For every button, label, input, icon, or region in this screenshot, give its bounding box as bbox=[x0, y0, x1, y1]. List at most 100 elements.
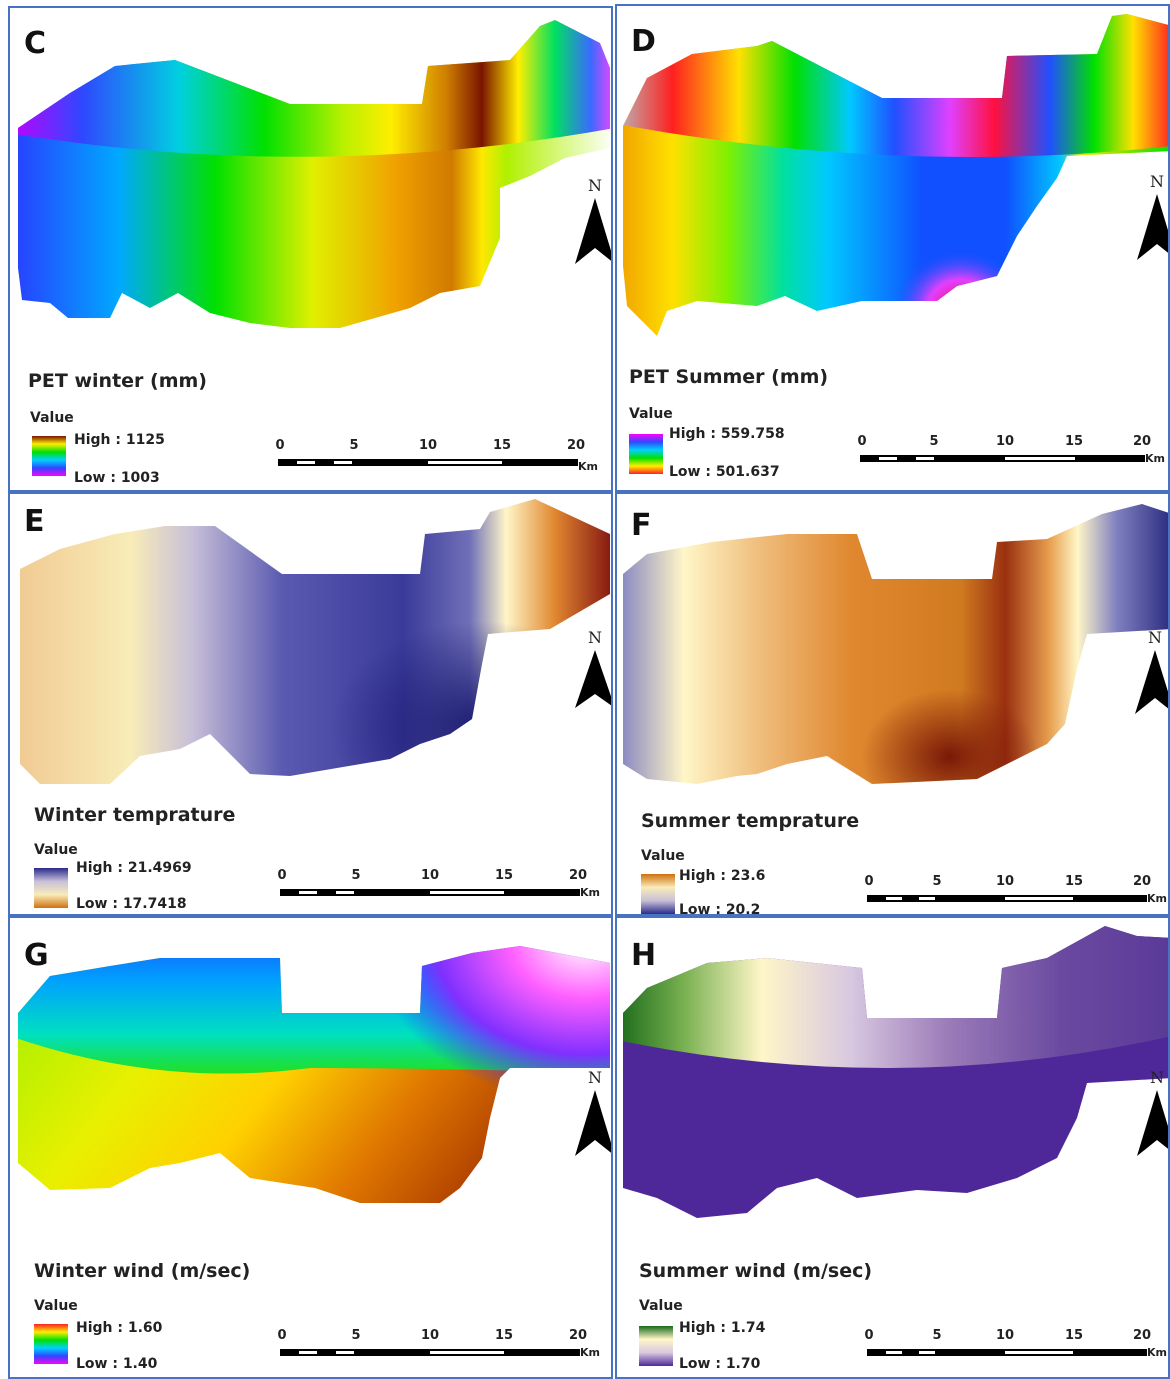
legend-low-label: Low : 1.70 bbox=[679, 1356, 761, 1372]
scale-unit: Km bbox=[578, 460, 598, 473]
north-label: N bbox=[1150, 172, 1164, 191]
legend-low-label: Low : 1.40 bbox=[76, 1356, 158, 1372]
legend-color-ramp bbox=[639, 1326, 673, 1366]
legend-high-label: High : 21.4969 bbox=[76, 860, 192, 876]
scale-tick-label: 5 bbox=[929, 434, 939, 449]
scale-unit: Km bbox=[1147, 892, 1167, 905]
scale-tick-label: 10 bbox=[995, 434, 1015, 449]
panel-letter: C bbox=[24, 26, 47, 61]
scale-tick-label: 5 bbox=[932, 1328, 942, 1343]
legend-value-label: Value bbox=[34, 842, 78, 858]
scale-unit: Km bbox=[1145, 452, 1165, 465]
scale-tick-label: 0 bbox=[275, 438, 285, 453]
legend-high-label: High : 559.758 bbox=[669, 426, 785, 442]
map-title: Winter temprature bbox=[34, 804, 236, 826]
panel-letter: H bbox=[631, 938, 657, 973]
legend-value-label: Value bbox=[641, 848, 685, 864]
legend-color-ramp bbox=[34, 868, 68, 908]
scale-bar: 0 5 10 15 20 Km bbox=[275, 438, 598, 478]
scale-bar: 0 5 10 15 20 Km bbox=[277, 1328, 600, 1368]
scale-tick-label: 20 bbox=[1132, 434, 1152, 449]
map-title: Summer temprature bbox=[641, 810, 860, 832]
legend-high-label: High : 1125 bbox=[74, 432, 165, 448]
map-title: PET Summer (mm) bbox=[629, 366, 829, 388]
map-panel-summer-temperature: F Summer temprature Value High : 23.6 Lo… bbox=[615, 492, 1170, 916]
legend-low-label: Low : 501.637 bbox=[669, 464, 780, 480]
scale-tick-label: 20 bbox=[568, 868, 588, 883]
scale-tick-label: 10 bbox=[420, 868, 440, 883]
scale-unit: Km bbox=[580, 886, 600, 899]
panel-letter: E bbox=[24, 504, 45, 539]
north-arrow-icon: N bbox=[1137, 172, 1168, 262]
scale-tick-label: 15 bbox=[1064, 1328, 1084, 1343]
legend-low-label: Low : 1003 bbox=[74, 470, 160, 486]
map-panel-pet-summer: D PET Summer (mm) Value High : 559.758 L… bbox=[615, 4, 1170, 492]
north-label: N bbox=[588, 176, 602, 195]
panel-letter: G bbox=[24, 938, 49, 973]
scale-tick-label: 10 bbox=[420, 1328, 440, 1343]
scale-tick-label: 20 bbox=[568, 1328, 588, 1343]
map-title: Summer wind (m/sec) bbox=[639, 1260, 873, 1282]
scale-tick-label: 15 bbox=[1064, 434, 1084, 449]
scale-tick-label: 5 bbox=[351, 868, 361, 883]
legend-value-label: Value bbox=[30, 410, 74, 426]
scale-unit: Km bbox=[580, 1346, 600, 1359]
legend-color-ramp bbox=[641, 874, 675, 914]
legend-value-label: Value bbox=[629, 406, 673, 422]
legend-color-ramp bbox=[32, 436, 66, 476]
north-arrow-icon: N bbox=[575, 176, 611, 266]
north-label: N bbox=[1150, 1068, 1164, 1087]
scale-tick-label: 20 bbox=[1132, 874, 1152, 889]
scale-tick-label: 15 bbox=[492, 438, 512, 453]
map-pet-winter bbox=[18, 20, 610, 328]
map-summer-temperature bbox=[623, 504, 1168, 784]
scale-bar: 0 5 10 15 20 Km bbox=[857, 434, 1168, 474]
north-arrow-icon: N bbox=[575, 628, 611, 718]
scale-tick-label: 0 bbox=[864, 1328, 874, 1343]
scale-tick-label: 10 bbox=[418, 438, 438, 453]
scale-tick-label: 20 bbox=[566, 438, 586, 453]
scale-tick-label: 5 bbox=[351, 1328, 361, 1343]
legend-color-ramp bbox=[629, 434, 663, 474]
scale-tick-label: 5 bbox=[349, 438, 359, 453]
scale-tick-label: 0 bbox=[277, 1328, 287, 1343]
scale-tick-label: 10 bbox=[995, 1328, 1015, 1343]
legend-color-ramp bbox=[34, 1324, 68, 1364]
north-arrow-icon: N bbox=[1137, 1068, 1168, 1158]
panel-letter: D bbox=[631, 24, 656, 59]
panel-letter: F bbox=[631, 508, 652, 543]
scale-tick-label: 0 bbox=[277, 868, 287, 883]
north-arrow-icon: N bbox=[575, 1068, 611, 1158]
scale-tick-label: 15 bbox=[1064, 874, 1084, 889]
map-panel-winter-temperature: E Winter temprature Value High : 21.4969… bbox=[8, 492, 613, 916]
north-label: N bbox=[588, 628, 602, 647]
map-winter-temperature bbox=[20, 499, 610, 784]
map-panel-winter-wind: G Winter wind (m/sec) Value High : 1.60 … bbox=[8, 916, 613, 1379]
legend-high-label: High : 23.6 bbox=[679, 868, 766, 884]
map-winter-wind bbox=[18, 946, 610, 1203]
scale-unit: Km bbox=[1147, 1346, 1167, 1359]
map-panel-summer-wind: H Summer wind (m/sec) Value High : 1.74 … bbox=[615, 916, 1170, 1379]
scale-bar: 0 5 10 15 20 Km bbox=[864, 1328, 1168, 1368]
scale-tick-label: 0 bbox=[864, 874, 874, 889]
map-title: Winter wind (m/sec) bbox=[34, 1260, 251, 1282]
scale-tick-label: 0 bbox=[857, 434, 867, 449]
scale-tick-label: 15 bbox=[494, 1328, 514, 1343]
scale-bar: 0 5 10 15 20 Km bbox=[277, 868, 600, 908]
map-panel-pet-winter: C PET winter (mm) Value High : 1125 Low … bbox=[8, 6, 613, 492]
legend-low-label: Low : 20.2 bbox=[679, 902, 761, 916]
scale-tick-label: 20 bbox=[1132, 1328, 1152, 1343]
legend-high-label: High : 1.74 bbox=[679, 1320, 766, 1336]
map-summer-wind bbox=[623, 926, 1168, 1218]
north-label: N bbox=[1148, 628, 1162, 647]
legend-high-label: High : 1.60 bbox=[76, 1320, 163, 1336]
scale-tick-label: 15 bbox=[494, 868, 514, 883]
scale-tick-label: 5 bbox=[932, 874, 942, 889]
legend-value-label: Value bbox=[34, 1298, 78, 1314]
north-arrow-icon: N bbox=[1135, 628, 1168, 718]
map-pet-summer bbox=[623, 14, 1168, 336]
scale-tick-label: 10 bbox=[995, 874, 1015, 889]
legend-value-label: Value bbox=[639, 1298, 683, 1314]
legend-low-label: Low : 17.7418 bbox=[76, 896, 187, 912]
map-title: PET winter (mm) bbox=[28, 370, 207, 392]
